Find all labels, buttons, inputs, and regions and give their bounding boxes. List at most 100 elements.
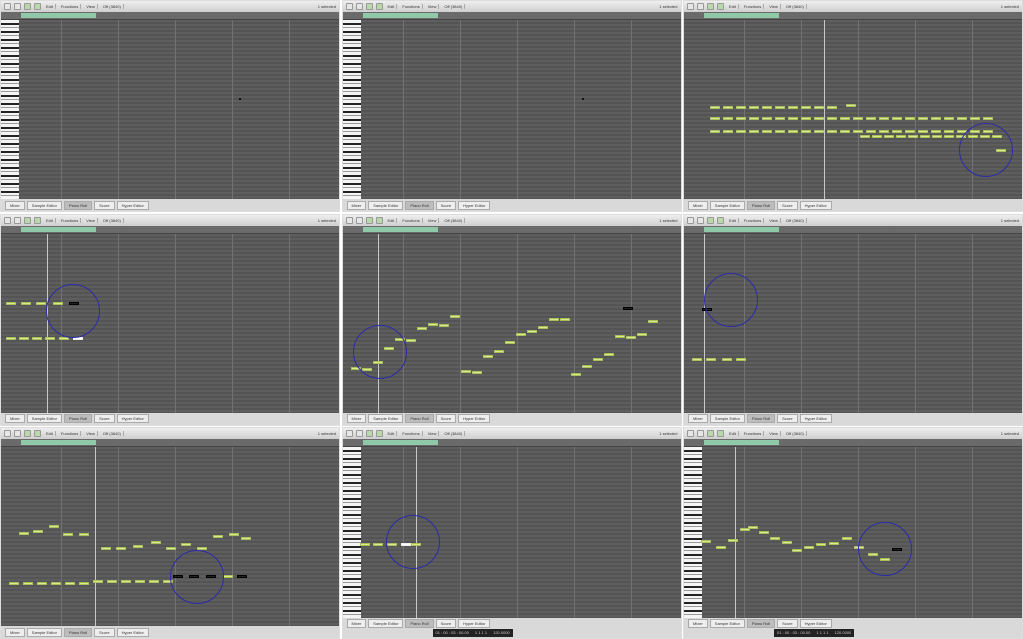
link-button[interactable] [345, 3, 353, 10]
midi-note[interactable] [804, 546, 814, 549]
midi-note[interactable] [32, 336, 42, 340]
midi-note[interactable] [647, 319, 658, 323]
midi-note[interactable] [749, 117, 759, 120]
catch-button[interactable] [14, 3, 21, 10]
tab-score[interactable]: Score [777, 200, 798, 210]
catch-button[interactable] [14, 430, 21, 437]
region-bar[interactable] [21, 13, 96, 18]
catch-button[interactable] [355, 430, 363, 437]
quantize-selector[interactable]: Off (3840) [101, 217, 124, 223]
midi-note[interactable] [121, 580, 131, 583]
menu-view[interactable]: View [84, 217, 98, 223]
tab-score[interactable]: Score [435, 619, 457, 628]
midi-note[interactable] [405, 338, 416, 342]
midi-note[interactable] [237, 575, 247, 578]
link-button[interactable] [4, 430, 11, 437]
tab-piano-roll[interactable]: Piano Roll [746, 619, 776, 628]
midi-note[interactable] [116, 547, 126, 550]
midi-note[interactable] [548, 317, 559, 321]
midi-note[interactable] [710, 106, 720, 109]
midi-note[interactable] [223, 575, 233, 578]
midi-note[interactable] [892, 130, 902, 133]
tab-hyper-editor[interactable]: Hyper Editor [116, 200, 149, 210]
midi-note[interactable] [603, 352, 614, 356]
midi-note[interactable] [736, 106, 746, 109]
midi-note[interactable] [51, 582, 61, 585]
midi-note[interactable] [471, 370, 482, 374]
midi-note[interactable] [814, 117, 824, 120]
midi-note[interactable] [736, 357, 746, 361]
midi-note[interactable] [814, 130, 824, 133]
midi-note[interactable] [840, 117, 850, 120]
tab-score[interactable]: Score [435, 414, 457, 423]
midi-note[interactable] [762, 117, 772, 120]
link-button[interactable] [4, 216, 11, 224]
midi-note[interactable] [920, 135, 930, 138]
catch-button[interactable] [355, 216, 363, 224]
midi-note[interactable] [788, 106, 798, 109]
midi-note[interactable] [840, 130, 850, 133]
playhead[interactable] [47, 233, 48, 413]
midi-note[interactable] [748, 526, 758, 529]
midi-note[interactable] [801, 130, 811, 133]
midi-note[interactable] [359, 543, 370, 546]
midi-note[interactable] [636, 332, 647, 336]
menu-functions[interactable]: Functions [400, 217, 423, 223]
midi-note[interactable] [6, 301, 16, 305]
playhead[interactable] [824, 20, 825, 199]
midi-note[interactable] [846, 104, 856, 107]
midi-note[interactable] [59, 336, 69, 340]
midi-note[interactable] [896, 135, 906, 138]
loop-button[interactable] [34, 430, 41, 437]
inspector-button[interactable] [365, 3, 373, 10]
link-button[interactable] [687, 3, 694, 10]
midi-note[interactable] [814, 106, 824, 109]
region-bar[interactable] [704, 13, 779, 18]
quantize-selector[interactable]: Off (3840) [101, 4, 124, 9]
midi-note[interactable] [49, 525, 59, 528]
midi-note[interactable] [36, 301, 46, 305]
midi-note[interactable] [614, 334, 625, 338]
tab-score[interactable]: Score [777, 619, 798, 628]
catch-button[interactable] [355, 3, 363, 10]
link-button[interactable] [687, 216, 694, 224]
region-bar[interactable] [362, 440, 438, 445]
tab-piano-roll[interactable]: Piano Roll [63, 414, 93, 423]
midi-note[interactable] [736, 117, 746, 120]
tab-piano-roll[interactable]: Piano Roll [63, 627, 93, 637]
tab-mixer[interactable]: Mixer [688, 200, 708, 210]
quantize-selector[interactable]: Off (3840) [101, 431, 124, 436]
inspector-button[interactable] [24, 3, 31, 10]
midi-note[interactable] [581, 364, 592, 368]
quantize-selector[interactable]: Off (3840) [442, 4, 466, 9]
midi-note[interactable] [983, 117, 993, 120]
link-button[interactable] [345, 216, 353, 224]
tab-hyper-editor[interactable]: Hyper Editor [116, 627, 149, 637]
tab-piano-roll[interactable]: Piano Roll [405, 414, 434, 423]
quantize-selector[interactable]: Off (3840) [442, 217, 466, 223]
midi-note[interactable] [526, 329, 537, 333]
midi-note[interactable] [722, 357, 732, 361]
midi-note[interactable] [723, 117, 733, 120]
timeline-ruler[interactable] [342, 439, 681, 447]
menu-view[interactable]: View [84, 431, 98, 436]
menu-edit[interactable]: Edit [386, 217, 398, 223]
midi-note[interactable] [63, 533, 73, 536]
midi-note[interactable] [908, 135, 918, 138]
region-bar[interactable] [704, 440, 779, 445]
region-bar[interactable] [362, 226, 438, 232]
midi-note[interactable] [866, 130, 876, 133]
tab-sample-editor[interactable]: Sample Editor [26, 627, 62, 637]
midi-note[interactable] [537, 325, 548, 329]
menu-functions[interactable]: Functions [59, 217, 82, 223]
tab-hyper-editor[interactable]: Hyper Editor [799, 619, 832, 628]
menu-view[interactable]: View [767, 4, 781, 9]
loop-button[interactable] [717, 430, 724, 437]
tab-mixer[interactable]: Mixer [346, 200, 367, 210]
menu-functions[interactable]: Functions [400, 431, 423, 436]
midi-note[interactable] [801, 106, 811, 109]
midi-note[interactable] [716, 546, 726, 549]
midi-note[interactable] [701, 540, 711, 543]
menu-view[interactable]: View [426, 431, 440, 436]
midi-note[interactable] [918, 117, 928, 120]
